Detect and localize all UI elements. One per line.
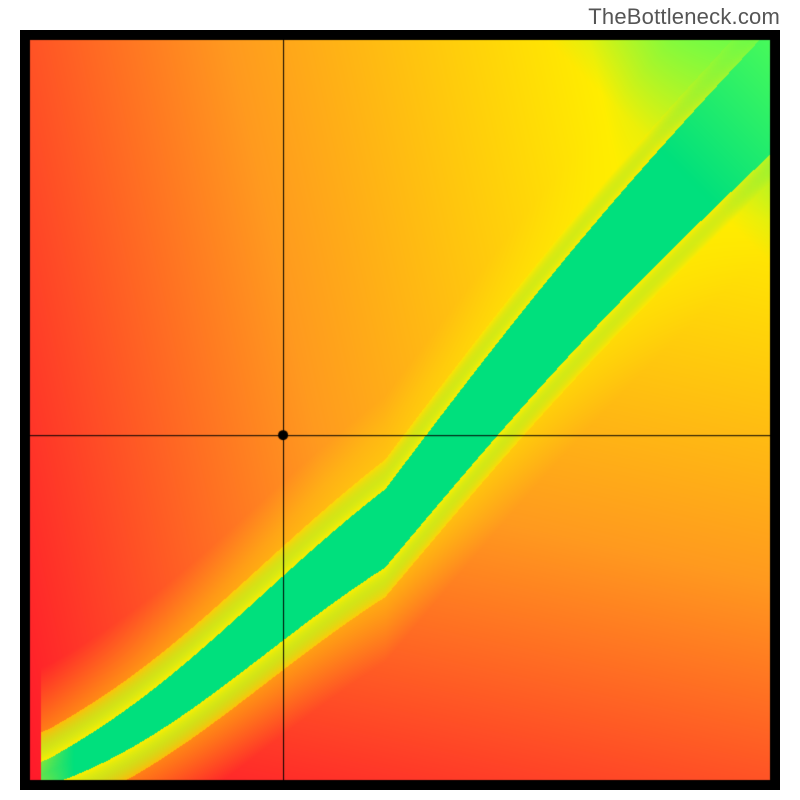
attribution-label: TheBottleneck.com bbox=[588, 4, 780, 30]
plot-frame bbox=[20, 30, 780, 790]
root: TheBottleneck.com bbox=[0, 0, 800, 800]
bottleneck-heatmap bbox=[20, 30, 780, 790]
